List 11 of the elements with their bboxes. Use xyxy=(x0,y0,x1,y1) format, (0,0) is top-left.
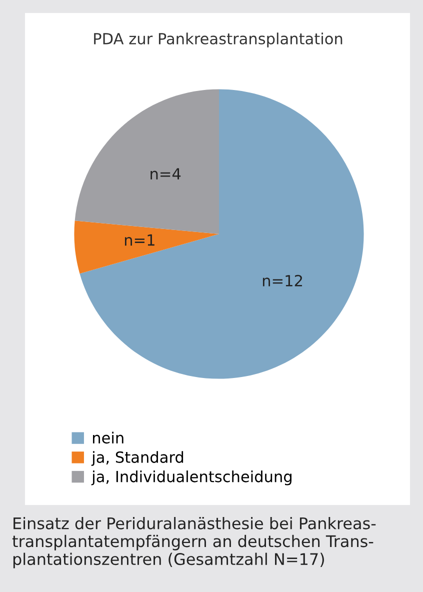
text: Einsatz der Periduralanästhesie bei Pankreas- transplantatempfängern an deutschen Trans- plantationszentren (Gesamtzahl N=17) xyxy=(12,517,376,568)
data-label: n=1 xyxy=(124,234,154,246)
chart-title: PDA zur Pankreastransplantation xyxy=(94,32,342,48)
data-label: n=4 xyxy=(150,168,181,180)
pie-slice xyxy=(80,89,364,379)
legend-label: nein xyxy=(93,432,124,444)
pie-slice xyxy=(74,220,219,274)
legend-label: ja, Standard xyxy=(91,451,184,466)
legend-label: ja, Individualentscheidung xyxy=(91,470,292,486)
data-label: n=12 xyxy=(262,274,302,286)
pie-slice xyxy=(74,89,219,234)
